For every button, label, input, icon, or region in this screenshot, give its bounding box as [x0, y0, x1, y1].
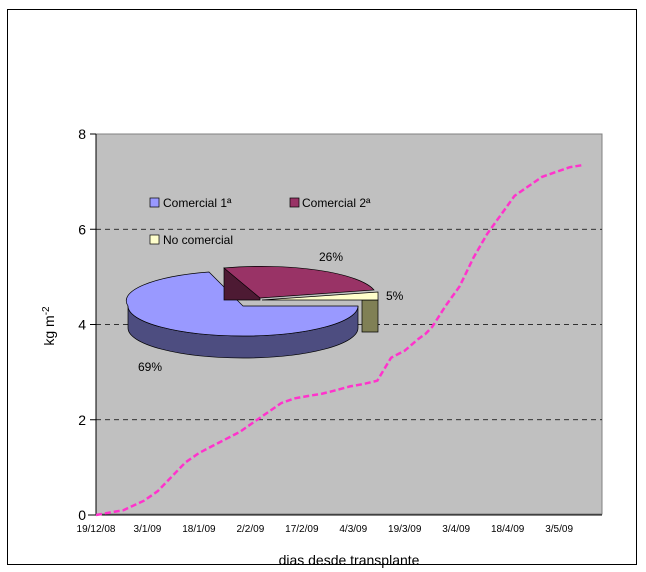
legend-label-comercial-1: Comercial 1ª — [163, 196, 232, 210]
x-tick-label: 19/3/09 — [388, 524, 422, 535]
x-tick-label: 2/2/09 — [236, 524, 264, 535]
pie-slice-no-comercial-side — [361, 299, 379, 333]
legend-swatch-comercial-2 — [289, 197, 300, 208]
pie-slice-no-comercial — [261, 291, 379, 301]
x-tick-label: 18/4/09 — [491, 524, 525, 535]
y-tick-label: 8 — [78, 126, 86, 142]
x-tick-label: 18/1/09 — [182, 524, 216, 535]
y-tick-label: 0 — [78, 507, 86, 523]
y-axis-ticks: 0 2 4 6 8 — [78, 126, 96, 523]
y-tick-label: 6 — [78, 221, 86, 237]
x-axis-ticks: 19/12/08 3/1/09 18/1/09 2/2/09 17/2/09 4/3/09… — [77, 524, 574, 535]
legend-label-no-comercial: No comercial — [163, 233, 233, 247]
pie-legend: Comercial 1ª Comercial 2ª No comercial — [149, 196, 371, 247]
pie-label-no-comercial: 5% — [386, 289, 404, 303]
pie-slice-comercial-1 — [125, 271, 359, 337]
legend-label-comercial-2: Comercial 2ª — [302, 196, 371, 210]
x-axis-title: dias desde transplante — [279, 552, 420, 568]
y-axis-title: kg m-2 — [41, 306, 57, 346]
pie-label-comercial-2: 26% — [319, 250, 343, 264]
x-tick-label: 3/5/09 — [545, 524, 573, 535]
pie-label-comercial-1: 69% — [138, 360, 162, 374]
x-tick-label: 17/2/09 — [285, 524, 319, 535]
y-tick-label: 2 — [78, 412, 86, 428]
x-tick-label: 19/12/08 — [77, 524, 116, 535]
pie-chart: 69% 26% 5% — [125, 250, 404, 374]
x-tick-label: 3/1/09 — [134, 524, 162, 535]
legend-swatch-comercial-1 — [149, 197, 160, 208]
x-tick-label: 4/3/09 — [339, 524, 367, 535]
pie-slice-comercial-2 — [223, 266, 375, 299]
x-tick-label: 3/4/09 — [442, 524, 470, 535]
legend-swatch-no-comercial — [149, 234, 160, 245]
series-line — [95, 163, 584, 517]
y-tick-label: 4 — [78, 317, 86, 333]
